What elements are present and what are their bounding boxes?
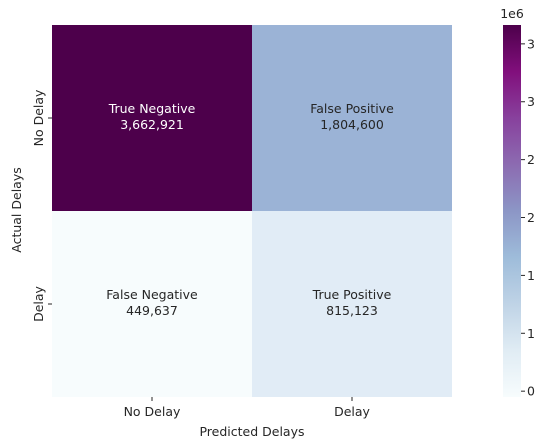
colorbar-tick-label: 2.5 <box>527 152 535 167</box>
colorbar-tick-label: 1.5 <box>527 268 535 283</box>
x-tick-label: No Delay <box>124 404 181 419</box>
colorbar <box>503 25 521 397</box>
colorbar-tick-label: 0.5 <box>527 384 535 399</box>
colorbar-tick-label: 3.5 <box>527 36 535 51</box>
heatmap-cells <box>52 25 452 397</box>
x-axis-ticks: No Delay Delay <box>124 397 371 419</box>
cell-value: 3,662,921 <box>120 117 184 132</box>
cell-label: False Negative <box>106 287 198 302</box>
y-axis-ticks: No Delay Delay <box>31 89 52 322</box>
cell-label: False Positive <box>310 101 394 116</box>
colorbar-tick-label: 3.0 <box>527 94 535 109</box>
heatmap-cell <box>52 25 252 211</box>
cell-value: 1,804,600 <box>320 117 384 132</box>
cell-label: True Positive <box>312 287 392 302</box>
cell-value: 815,123 <box>326 303 378 318</box>
y-tick-label: Delay <box>31 285 46 321</box>
colorbar-ticks: 0.5 1.0 1.5 2.0 2.5 3.0 3.5 <box>521 36 535 399</box>
colorbar-tick-label: 2.0 <box>527 210 535 225</box>
heatmap-cell <box>52 211 252 397</box>
x-tick-label: Delay <box>334 404 370 419</box>
y-axis-label: Actual Delays <box>9 167 24 253</box>
heatmap-cell <box>252 211 452 397</box>
colorbar-offset-label: 1e6 <box>500 6 524 21</box>
x-axis-label: Predicted Delays <box>199 424 304 439</box>
cell-label: True Negative <box>108 101 196 116</box>
y-tick-label: No Delay <box>31 89 46 146</box>
colorbar-tick-label: 1.0 <box>527 326 535 341</box>
heatmap-cell <box>252 25 452 211</box>
cell-value: 449,637 <box>126 303 178 318</box>
